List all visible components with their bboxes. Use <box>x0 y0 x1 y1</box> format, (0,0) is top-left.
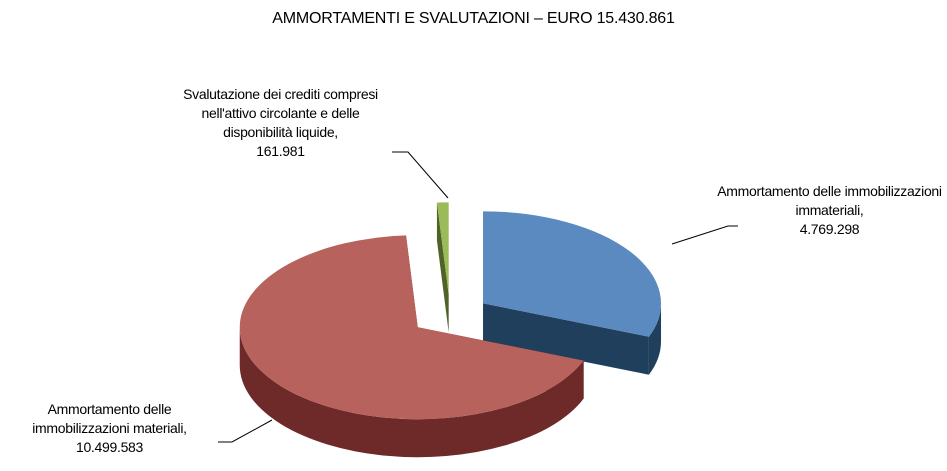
leader-line <box>392 151 449 199</box>
slice <box>483 211 662 337</box>
slice-side <box>648 303 662 375</box>
slice-side <box>239 327 584 458</box>
data-label: Ammortamento delle immobilizzazioni mate… <box>2 400 217 457</box>
category-label: Svalutazione dei crediti compresi nell'a… <box>183 86 378 140</box>
leader-line <box>671 225 738 245</box>
chart-title: AMMORTAMENTI E SVALUTAZIONI – EURO 15.43… <box>272 10 675 27</box>
value-label: 161.981 <box>256 143 305 159</box>
data-label: Svalutazione dei crediti compresi nell'a… <box>168 85 393 161</box>
value-label: 10.499.583 <box>75 439 144 455</box>
slice-face <box>436 202 449 333</box>
data-label: Ammortamento delle immobilizzazioni imma… <box>712 182 947 239</box>
slice-face <box>483 303 649 375</box>
category-label: Ammortamento delle immobilizzazioni mate… <box>32 401 187 436</box>
category-label: Ammortamento delle immobilizzazioni imma… <box>717 183 942 218</box>
leader-line <box>218 419 273 443</box>
value-label: 4.769.298 <box>799 221 860 237</box>
slice <box>239 235 584 420</box>
slice <box>436 202 449 295</box>
